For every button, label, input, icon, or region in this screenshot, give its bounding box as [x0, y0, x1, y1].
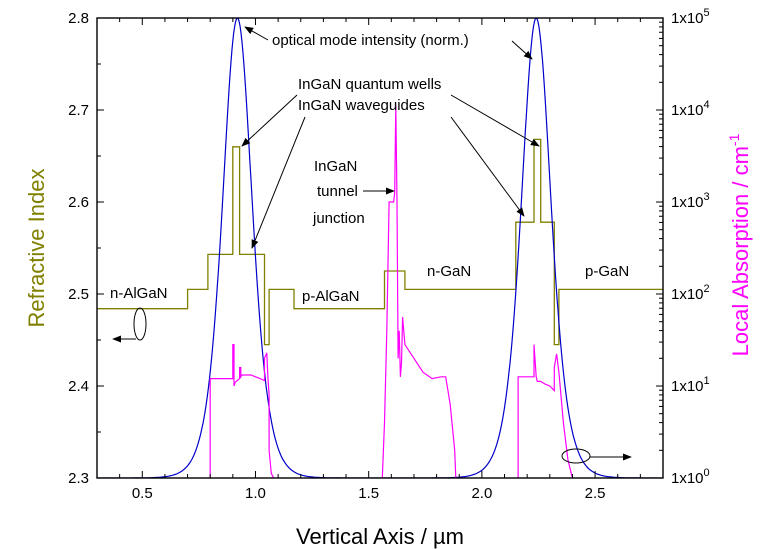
y-right-tick-label: 1x103 — [671, 191, 710, 211]
x-tick-label: 0.5 — [132, 485, 153, 502]
x-axis-label: Vertical Axis / µm — [296, 524, 464, 549]
layer-label-p-algan: p-AlGaN — [302, 288, 360, 305]
y-right-tick-label: 1x102 — [671, 283, 710, 303]
series-absorption-segment-1 — [207, 344, 275, 478]
ellipse-left-axis — [133, 307, 147, 341]
annotation-arrows — [112, 26, 632, 464]
annotation-mode-intensity: optical mode intensity (norm.) — [272, 32, 469, 49]
y-left-axis-label: Refractive Index — [24, 169, 49, 328]
x-axis-ticks: 0.5 1.0 1.5 2.0 2.5 — [96, 18, 664, 502]
arrow-mode-left — [244, 26, 269, 41]
y-right-tick-label: 1x100 — [671, 467, 710, 487]
annotation-quantum-wells: InGaN quantum wells — [298, 76, 441, 93]
series-absorption-segment-2 — [381, 105, 457, 478]
x-tick-label: 2.5 — [585, 485, 606, 502]
y-left-tick-label: 2.4 — [68, 378, 89, 395]
y-right-axis-label: Local Absorption / cm-1 — [726, 133, 753, 356]
y-right-axis-ticks: 1x100 1x101 1x102 1x103 1x104 1x105 — [656, 7, 710, 487]
annotation-waveguides: InGaN waveguides — [298, 97, 425, 114]
layer-label-n-algan: n-AlGaN — [110, 285, 168, 302]
series-absorption-segment-3 — [517, 344, 573, 478]
layer-label-n-gan: n-GaN — [427, 263, 471, 280]
y-right-axis-label-exp: -1 — [726, 133, 742, 146]
y-left-tick-label: 2.7 — [68, 102, 89, 119]
layer-label-p-gan: p-GaN — [585, 263, 629, 280]
ellipse-right-axis — [561, 448, 591, 464]
annotation-tunnel-1: InGaN — [314, 158, 357, 175]
y-left-tick-label: 2.5 — [68, 286, 89, 303]
arrow-mode-right — [511, 40, 533, 60]
annotation-tunnel-2: tunnel — [317, 183, 358, 200]
x-tick-label: 2.0 — [471, 485, 492, 502]
x-tick-label: 1.0 — [245, 485, 266, 502]
y-right-tick-label: 1x101 — [671, 375, 710, 395]
x-tick-label: 1.5 — [358, 485, 379, 502]
y-left-tick-label: 2.8 — [68, 10, 89, 27]
y-left-tick-label: 2.6 — [68, 194, 89, 211]
arrow-qw-right — [450, 94, 540, 147]
y-right-axis-label-text: Local Absorption / cm — [728, 146, 753, 356]
arrow-wg-right — [450, 116, 525, 217]
arrow-qw-left — [241, 94, 298, 147]
y-right-tick-label: 1x105 — [671, 7, 710, 27]
y-left-tick-label: 2.3 — [68, 470, 89, 487]
arrow-wg-left — [251, 116, 306, 249]
y-left-axis-ticks: 2.3 2.4 2.5 2.6 2.7 2.8 — [68, 10, 104, 487]
y-right-tick-label: 1x104 — [671, 99, 710, 119]
series-mode-intensity — [97, 18, 663, 478]
annotation-tunnel-3: junction — [312, 210, 365, 227]
plot-series — [97, 18, 663, 478]
series-refractive-index — [97, 138, 663, 346]
